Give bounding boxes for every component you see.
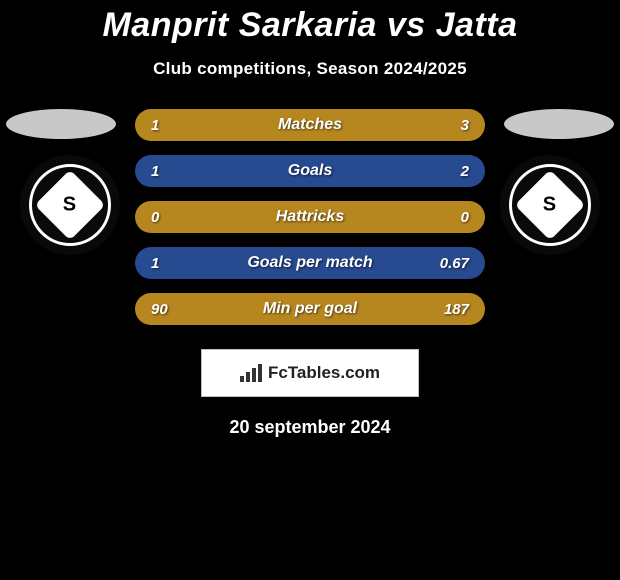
crest-letter: S	[543, 194, 556, 217]
crest-ring-icon: S	[29, 164, 111, 246]
bar-chart-icon	[240, 364, 262, 382]
stat-right-value: 2	[421, 163, 469, 180]
player-left-disc	[6, 109, 116, 139]
player-right-crest: S	[500, 155, 600, 255]
stat-right-value: 0.67	[421, 255, 469, 272]
stat-label: Hattricks	[199, 208, 421, 226]
stat-left-value: 90	[151, 301, 199, 318]
player-right-disc	[504, 109, 614, 139]
stat-label: Matches	[199, 116, 421, 134]
stat-rows: 1Matches31Goals20Hattricks01Goals per ma…	[135, 109, 485, 339]
stat-left-value: 1	[151, 117, 199, 134]
stat-label: Goals per match	[199, 254, 421, 272]
brand-box[interactable]: FcTables.com	[201, 349, 419, 397]
stat-row: 1Matches3	[135, 109, 485, 141]
crest-ring-icon: S	[509, 164, 591, 246]
date-label: 20 september 2024	[0, 417, 620, 438]
brand-label: FcTables.com	[268, 363, 380, 383]
subtitle: Club competitions, Season 2024/2025	[0, 59, 620, 79]
stat-right-value: 187	[421, 301, 469, 318]
comparison-arena: S S 1Matches31Goals20Hattricks01Goals pe…	[0, 109, 620, 329]
crest-core-icon: S	[35, 170, 106, 241]
stat-row: 1Goals2	[135, 155, 485, 187]
stat-left-value: 1	[151, 163, 199, 180]
stat-label: Min per goal	[199, 300, 421, 318]
player-left-crest: S	[20, 155, 120, 255]
stat-row: 1Goals per match0.67	[135, 247, 485, 279]
stat-right-value: 3	[421, 117, 469, 134]
stat-right-value: 0	[421, 209, 469, 226]
crest-core-icon: S	[515, 170, 586, 241]
stat-row: 0Hattricks0	[135, 201, 485, 233]
page-title: Manprit Sarkaria vs Jatta	[0, 0, 620, 45]
stat-left-value: 1	[151, 255, 199, 272]
stat-left-value: 0	[151, 209, 199, 226]
stat-row: 90Min per goal187	[135, 293, 485, 325]
stat-label: Goals	[199, 162, 421, 180]
crest-letter: S	[63, 194, 76, 217]
